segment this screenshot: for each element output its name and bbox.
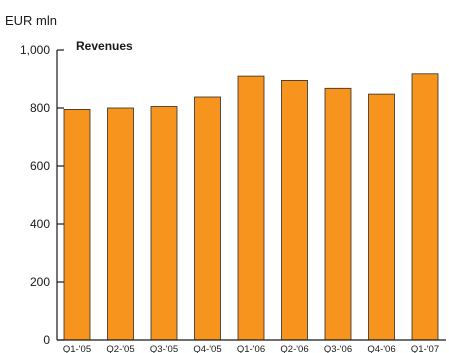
y-tick-label: 0 — [43, 333, 50, 347]
bars — [63, 73, 439, 341]
y-tick-label: 400 — [30, 217, 50, 231]
x-tick-label: Q1-'06 — [237, 344, 265, 353]
x-tick-label: Q3-'05 — [150, 344, 178, 353]
x-tick-label: Q3-'06 — [324, 344, 352, 353]
bar — [107, 107, 134, 341]
chart-title: Revenues — [76, 39, 133, 53]
bar — [368, 93, 395, 341]
bar — [324, 87, 352, 341]
x-tick-label: Q1-'05 — [63, 344, 91, 353]
bar — [237, 75, 265, 341]
bar — [194, 96, 221, 341]
bar — [281, 80, 308, 341]
x-tick-label: Q4-'05 — [193, 344, 221, 353]
y-axis: 0 200 400 600 800 1,000 — [20, 43, 64, 347]
y-tick-label: 600 — [30, 159, 50, 173]
x-tick-label: Q2-'05 — [106, 344, 134, 353]
x-tick-label: Q4-'06 — [367, 344, 395, 353]
x-tick-label: Q2-'06 — [280, 344, 308, 353]
bar — [411, 73, 439, 341]
y-tick-label: 1,000 — [20, 43, 50, 57]
y-tick-label: 200 — [30, 275, 50, 289]
x-tick-label: Q1-'07 — [411, 344, 439, 353]
x-axis: Q1-'05 Q2-'05 Q3-'05 Q4-'05 Q1-'06 Q2-'06 Q3-'… — [57, 339, 446, 353]
bar — [150, 106, 178, 341]
bar — [63, 109, 91, 341]
unit-label: EUR mln — [5, 13, 57, 28]
y-tick-label: 800 — [30, 101, 50, 115]
